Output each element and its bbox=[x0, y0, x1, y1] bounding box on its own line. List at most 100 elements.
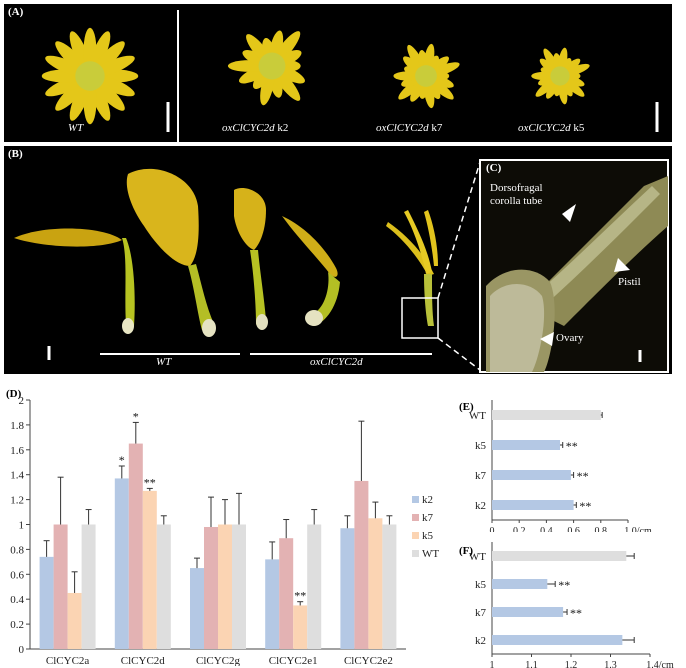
floret-wt-3 bbox=[234, 188, 268, 330]
flower-center bbox=[75, 61, 105, 91]
chart-f: 1 1.1 1.2 1.3 1.4/cm WT k5 ** k7 ** k2 bbox=[469, 542, 674, 668]
bar bbox=[114, 478, 129, 649]
legend-swatch bbox=[412, 514, 419, 521]
caption-wt-b: WT bbox=[156, 356, 172, 368]
x-tick-label: 1.0/cm bbox=[624, 526, 652, 532]
y-tick-label: 1.6 bbox=[10, 445, 24, 457]
bar bbox=[128, 443, 143, 649]
bar bbox=[204, 526, 218, 649]
annotation-tube-1: Dorsofragal bbox=[490, 182, 543, 194]
y-tick-label: 1.8 bbox=[10, 420, 24, 432]
y-tick-label: k7 bbox=[475, 607, 487, 619]
bar bbox=[492, 607, 564, 617]
flower-center bbox=[550, 66, 570, 86]
y-tick-label: k5 bbox=[475, 440, 487, 452]
significance-label: ** bbox=[144, 475, 156, 489]
caption-k2-a: oxClCYC2d k2 bbox=[222, 122, 289, 134]
y-tick-label: 0.6 bbox=[10, 569, 24, 581]
legend-swatch bbox=[412, 532, 419, 539]
y-tick-label: 0.8 bbox=[10, 544, 24, 556]
x-tick-label: 0.8 bbox=[595, 526, 608, 532]
floret-ox-2 bbox=[386, 210, 438, 326]
x-tick-label: ClCYC2g bbox=[196, 655, 241, 666]
x-tick-label: 0.4 bbox=[540, 526, 553, 532]
bar bbox=[232, 524, 246, 649]
significance-label: ** bbox=[566, 439, 578, 453]
y-tick-label: k5 bbox=[475, 579, 487, 591]
y-tick-label: 1 bbox=[19, 520, 25, 532]
chart-d: 0 0.2 0.4 0.6 0.8 1 1.2 1.4 1.6 1.8 2 ClCYC2a ClCYC2… bbox=[10, 395, 439, 666]
annotation-pistil: Pistil bbox=[618, 276, 641, 288]
y-tick-label: WT bbox=[469, 410, 486, 422]
x-tick-label: ClCYC2d bbox=[121, 655, 166, 666]
significance-label: ** bbox=[570, 606, 582, 620]
bar bbox=[53, 524, 68, 649]
bar bbox=[492, 579, 548, 589]
panel-e-label: (E) bbox=[459, 401, 474, 413]
bar bbox=[265, 559, 280, 649]
flower-k5 bbox=[531, 47, 590, 105]
legend-label: k7 bbox=[422, 512, 434, 524]
legend-swatch bbox=[412, 496, 419, 503]
panel-a-label: (A) bbox=[8, 6, 24, 18]
x-tick-label: 1.4/cm bbox=[646, 660, 674, 668]
y-tick-label: k2 bbox=[475, 500, 486, 512]
x-tick-label: 1.1 bbox=[525, 660, 538, 668]
x-tick-label: ClCYC2a bbox=[46, 655, 90, 666]
bar bbox=[492, 635, 623, 645]
y-tick-label: k7 bbox=[475, 470, 487, 482]
bar bbox=[492, 551, 627, 561]
caption-ox-b: oxClCYC2d bbox=[310, 356, 363, 368]
panel-b: (B) (C) WT oxClCYC2d Dorsofragal corolla… bbox=[4, 146, 672, 374]
panel-d-label: (D) bbox=[6, 388, 22, 400]
bar bbox=[340, 528, 355, 649]
annotation-tube-2: corolla tube bbox=[490, 195, 543, 207]
legend-label: k5 bbox=[422, 530, 434, 542]
significance-label: * bbox=[133, 409, 139, 423]
x-tick-label: 1.2 bbox=[565, 660, 578, 668]
bar bbox=[156, 524, 171, 649]
flower-k7 bbox=[393, 43, 460, 109]
flower-center bbox=[415, 65, 437, 87]
bar bbox=[368, 518, 383, 649]
bar bbox=[39, 556, 54, 649]
bar bbox=[492, 500, 574, 510]
y-tick-label: 2 bbox=[19, 395, 25, 407]
y-tick-label: WT bbox=[469, 551, 486, 563]
inset-box bbox=[401, 297, 439, 339]
bar bbox=[190, 568, 204, 649]
panel-b-label: (B) bbox=[8, 148, 23, 160]
x-tick-label: ClCYC2e2 bbox=[344, 655, 393, 666]
chart-e: 0 0.2 0.4 0.6 0.8 1.0/cm WT k5 ** k7 ** k2 ** bbox=[469, 400, 652, 532]
flower-k2 bbox=[227, 30, 305, 106]
legend-label: WT bbox=[422, 548, 439, 560]
significance-label: ** bbox=[294, 589, 306, 603]
bar bbox=[492, 440, 560, 450]
y-tick-label: 1.4 bbox=[10, 470, 24, 482]
caption-wt-a: WT bbox=[68, 122, 84, 134]
panel-c-label: (C) bbox=[486, 162, 502, 174]
x-tick-label: 1.3 bbox=[604, 660, 617, 668]
flower-center bbox=[258, 52, 286, 80]
bar bbox=[492, 470, 571, 480]
significance-label: * bbox=[119, 453, 125, 467]
bar bbox=[382, 524, 397, 649]
bar bbox=[293, 605, 308, 649]
panel-f-label: (F) bbox=[459, 545, 474, 557]
panel-a-photo bbox=[41, 10, 659, 142]
y-tick-label: 0 bbox=[19, 644, 25, 656]
y-tick-label: k2 bbox=[475, 635, 486, 647]
bar bbox=[279, 538, 294, 649]
floret-wt-2 bbox=[126, 168, 216, 337]
bar bbox=[67, 592, 82, 649]
x-tick-label: 0 bbox=[490, 526, 495, 532]
significance-label: ** bbox=[577, 469, 589, 483]
bar bbox=[492, 410, 601, 420]
bar bbox=[142, 490, 157, 649]
x-tick-label: 0.6 bbox=[567, 526, 580, 532]
flower-wt bbox=[41, 27, 139, 125]
x-tick-label: 0.2 bbox=[513, 526, 526, 532]
x-tick-label: 1 bbox=[490, 660, 495, 668]
bar bbox=[81, 524, 96, 649]
bar bbox=[218, 524, 232, 649]
